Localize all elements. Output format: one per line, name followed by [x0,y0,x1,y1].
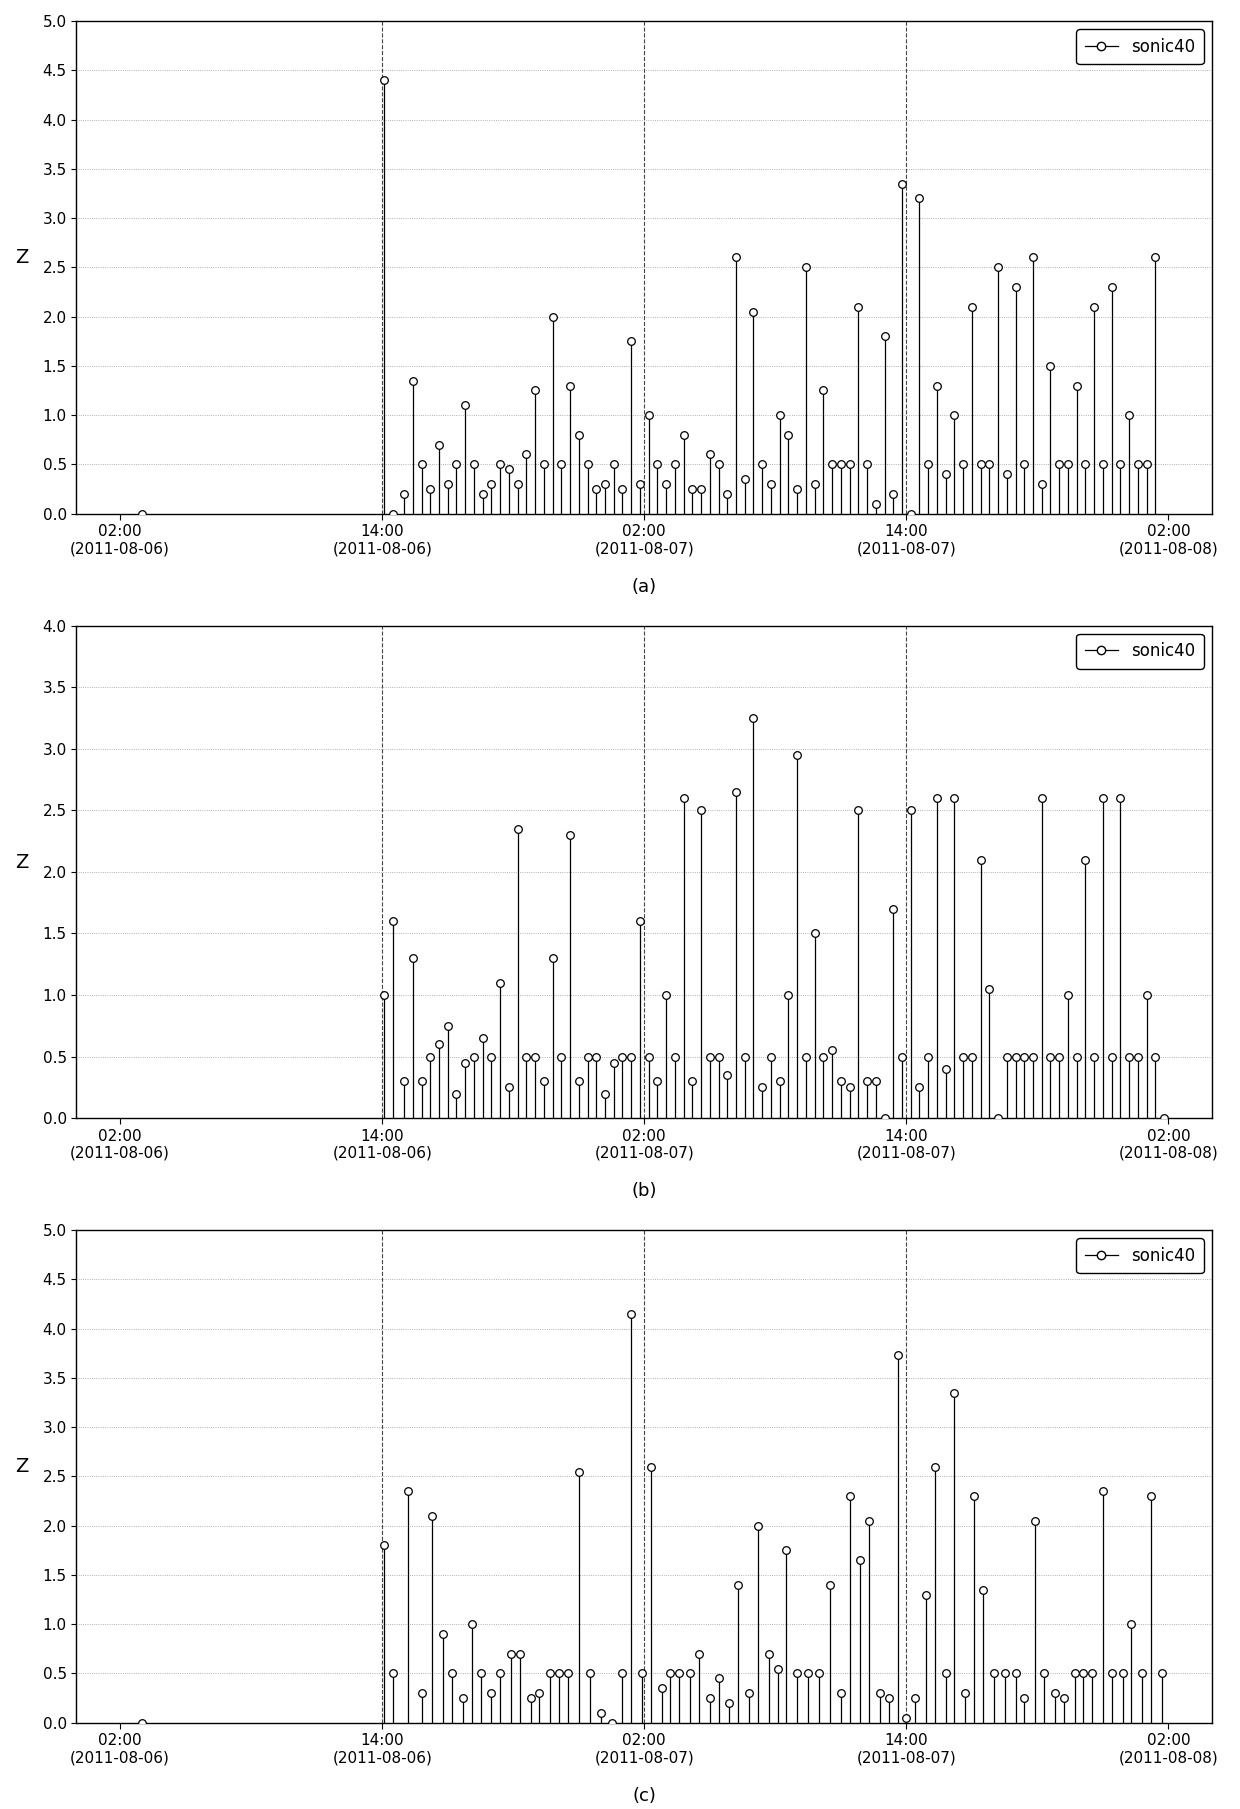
Legend: sonic40: sonic40 [1076,29,1204,63]
Y-axis label: Z: Z [15,1458,29,1476]
Y-axis label: Z: Z [15,852,29,872]
Legend: sonic40: sonic40 [1076,1239,1204,1274]
Y-axis label: Z: Z [15,248,29,268]
Text: (a): (a) [631,577,657,595]
Text: (c): (c) [632,1787,656,1805]
Legend: sonic40: sonic40 [1076,633,1204,669]
Text: (b): (b) [631,1183,657,1199]
